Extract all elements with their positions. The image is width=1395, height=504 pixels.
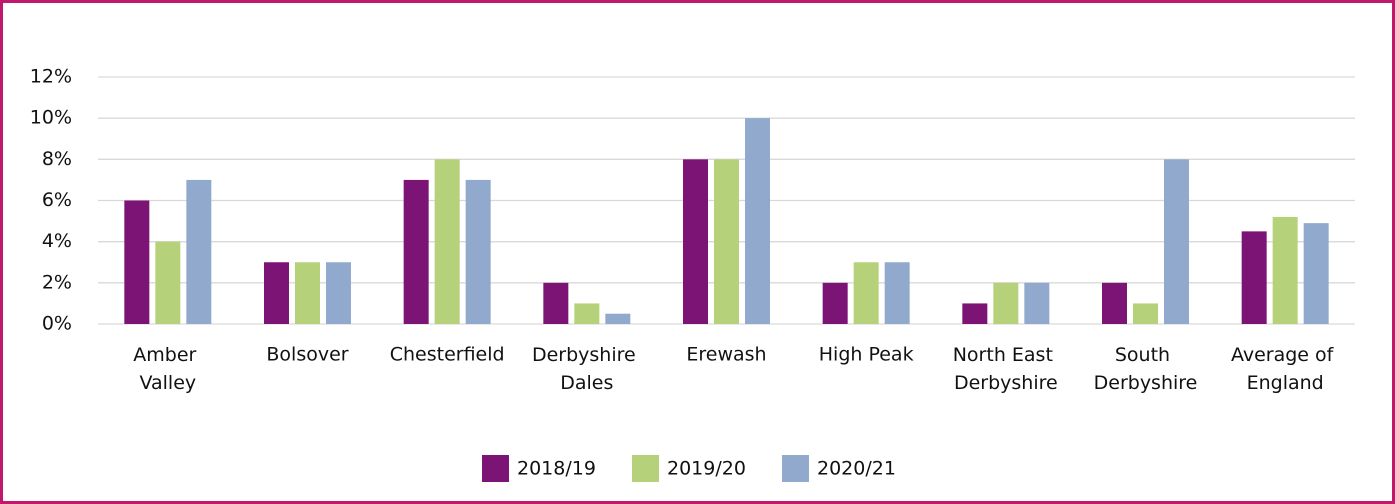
y-tick-label: 0% [42,313,72,335]
bar [124,200,150,324]
x-tick-label: Bolsover [266,344,348,366]
bar [574,303,600,324]
bar [465,179,491,324]
x-tick-label: Derbyshire Dales [532,344,642,394]
bar [1024,282,1050,324]
bar [683,159,708,324]
bar [434,159,460,324]
bar [155,241,181,324]
y-tick-label: 10% [30,107,72,129]
legend-swatch [482,455,509,482]
legend-label: 2019/20 [667,458,746,480]
bar [295,262,320,324]
legend-swatch [632,455,659,482]
bar [853,262,879,324]
x-tick-label: North East Derbyshire [953,344,1059,394]
bar [1303,223,1329,324]
x-tick-label: Chesterfield [390,344,505,366]
bar [264,262,289,324]
x-tick-label: Average of England [1231,344,1339,394]
bar [543,282,569,324]
y-tick-label: 12% [30,66,72,88]
x-tick-label: Erewash [686,344,766,366]
bar [605,313,631,324]
legend-label: 2020/21 [817,458,896,480]
y-tick-label: 6% [42,189,72,211]
bar [745,118,770,325]
y-tick-label: 8% [42,148,72,170]
bar [714,159,739,324]
x-tick-label: Amber Valley [133,344,202,394]
bar [186,179,212,324]
bar [1133,303,1158,324]
legend-swatch [782,455,809,482]
bar [993,282,1019,324]
legend-label: 2018/19 [517,458,596,480]
bar [822,282,848,324]
bar [1272,216,1298,324]
y-tick-label: 4% [42,230,72,252]
x-tick-label: High Peak [819,344,914,366]
bar [962,303,988,324]
bar [1164,159,1189,324]
bar [884,262,910,324]
y-tick-label: 2% [42,271,72,293]
x-tick-label: South Derbyshire [1094,344,1198,394]
bar [1102,282,1127,324]
bar [1241,231,1267,324]
bar [326,262,351,324]
bar [403,179,429,324]
